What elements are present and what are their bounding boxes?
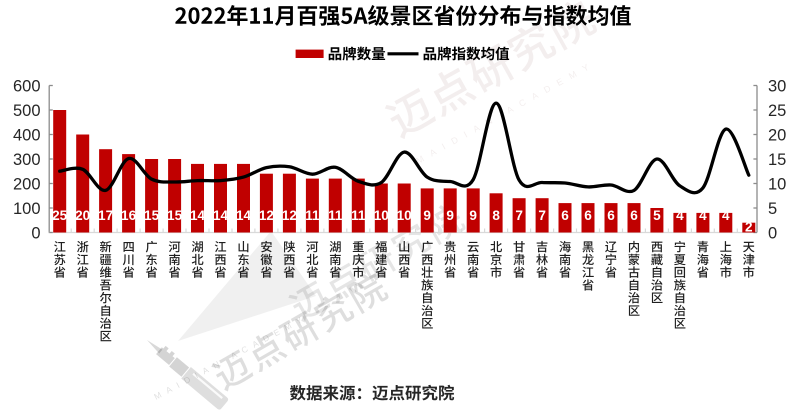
svg-text:11: 11 — [305, 208, 320, 223]
svg-text:0: 0 — [31, 224, 40, 242]
svg-text:9: 9 — [469, 208, 477, 223]
svg-text:6: 6 — [607, 208, 615, 223]
svg-text:9: 9 — [423, 208, 431, 223]
svg-text:5: 5 — [653, 208, 661, 223]
svg-text:6: 6 — [630, 208, 638, 223]
svg-text:15: 15 — [144, 208, 160, 223]
svg-text:200: 200 — [13, 175, 41, 193]
svg-text:25: 25 — [768, 102, 786, 120]
svg-text:20: 20 — [768, 126, 786, 144]
svg-text:14: 14 — [213, 208, 229, 223]
svg-text:6: 6 — [584, 208, 592, 223]
svg-text:30: 30 — [768, 77, 786, 95]
svg-text:600: 600 — [13, 77, 41, 95]
svg-text:16: 16 — [121, 208, 137, 223]
svg-text:100: 100 — [13, 200, 41, 218]
svg-text:12: 12 — [259, 208, 275, 223]
svg-text:6: 6 — [561, 208, 569, 223]
svg-text:5: 5 — [768, 200, 777, 218]
svg-text:9: 9 — [446, 208, 454, 223]
svg-text:8: 8 — [492, 208, 500, 223]
svg-text:2: 2 — [745, 220, 753, 235]
svg-text:10: 10 — [374, 208, 389, 223]
svg-text:10: 10 — [768, 175, 786, 193]
svg-text:400: 400 — [13, 126, 41, 144]
svg-text:10: 10 — [397, 208, 412, 223]
svg-text:14: 14 — [236, 208, 252, 223]
svg-text:7: 7 — [538, 208, 546, 223]
svg-text:12: 12 — [282, 208, 298, 223]
svg-text:11: 11 — [351, 208, 366, 223]
svg-text:15: 15 — [167, 208, 183, 223]
svg-text:4: 4 — [722, 208, 730, 223]
svg-text:4: 4 — [699, 208, 707, 223]
svg-text:300: 300 — [13, 151, 41, 169]
svg-text:25: 25 — [52, 208, 68, 223]
svg-text:4: 4 — [676, 208, 684, 223]
svg-text:0: 0 — [768, 224, 777, 242]
svg-text:20: 20 — [75, 208, 90, 223]
svg-text:17: 17 — [98, 208, 113, 223]
svg-text:14: 14 — [190, 208, 206, 223]
svg-text:500: 500 — [13, 102, 41, 120]
svg-text:11: 11 — [328, 208, 343, 223]
svg-text:7: 7 — [515, 208, 523, 223]
svg-text:15: 15 — [768, 151, 786, 169]
